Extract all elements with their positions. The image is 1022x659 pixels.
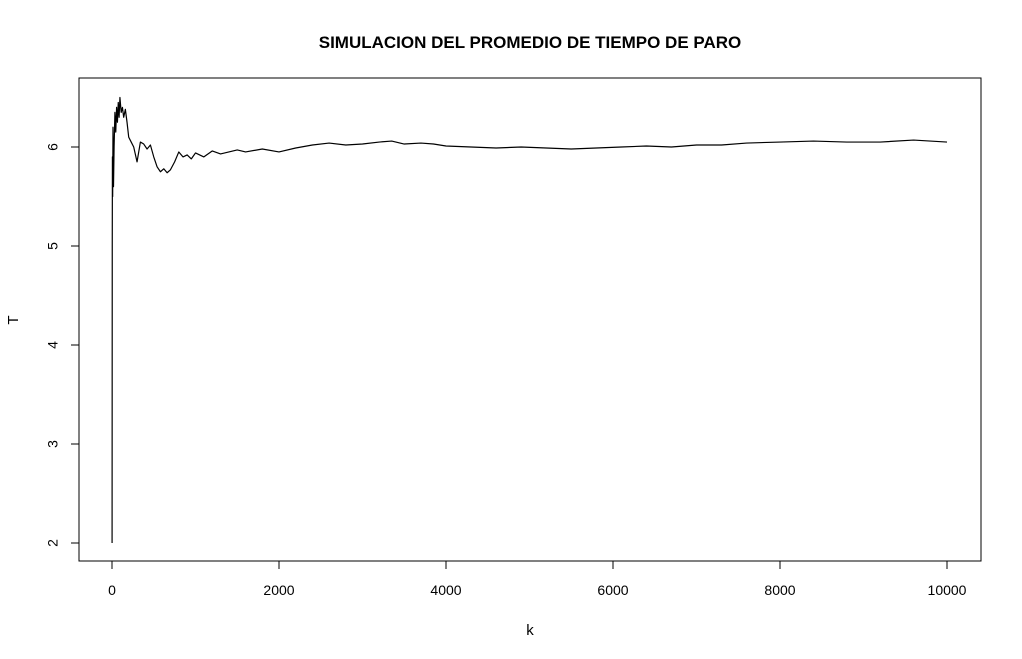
y-axis: 2 3 4 5 6: [45, 143, 80, 547]
y-axis-label: T: [5, 315, 22, 324]
plot-frame: [78, 77, 982, 562]
y-tick-label: 4: [45, 341, 61, 349]
x-tick-label: 0: [108, 582, 116, 598]
y-tick-label: 2: [45, 539, 61, 547]
x-tick-label: 8000: [764, 582, 795, 598]
x-tick-label: 6000: [597, 582, 628, 598]
x-axis: 0 2000 4000 6000 8000 10000: [108, 560, 967, 598]
x-tick-label: 4000: [430, 582, 461, 598]
chart-title: SIMULACION DEL PROMEDIO DE TIEMPO DE PAR…: [319, 33, 742, 52]
series-line: [111, 96, 948, 544]
x-tick-label: 10000: [928, 582, 967, 598]
x-axis-label: k: [526, 622, 534, 639]
series-layer: [111, 96, 948, 544]
y-tick-label: 6: [45, 143, 61, 151]
y-tick-label: 3: [45, 440, 61, 448]
x-tick-label: 2000: [263, 582, 294, 598]
y-tick-label: 5: [45, 242, 61, 250]
